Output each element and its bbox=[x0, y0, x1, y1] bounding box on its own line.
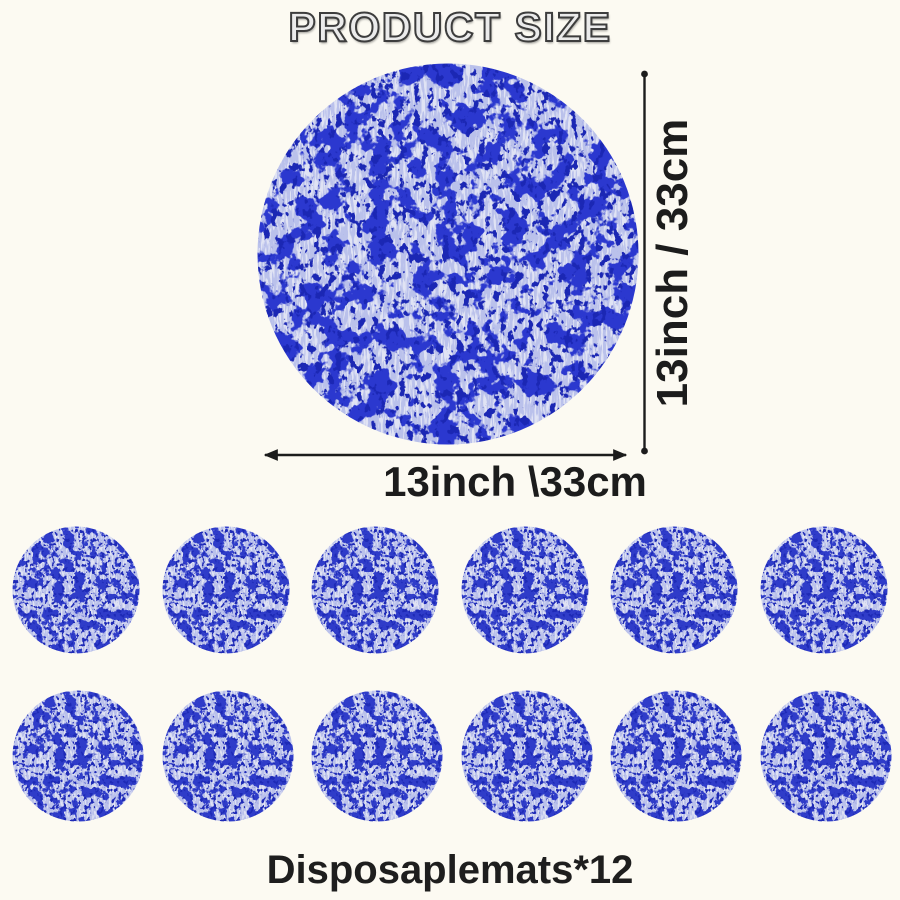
pack-count-caption: Disposaplemats*12 bbox=[266, 848, 634, 892]
placemat-thumbnail-image bbox=[12, 690, 144, 822]
placemat-thumbnail-image bbox=[311, 526, 439, 654]
placemat-thumbnail-image bbox=[461, 526, 589, 654]
placemat-thumbnail-image bbox=[610, 526, 738, 654]
placemat-thumbnail-image bbox=[12, 526, 140, 654]
placemat-grid-row-1 bbox=[12, 526, 888, 654]
vertical-dimension-label: 13inch / 33cm bbox=[648, 118, 697, 408]
placemat-thumbnail-image bbox=[311, 690, 443, 822]
placemat-large-image bbox=[257, 63, 639, 445]
placemat-thumbnail-image bbox=[760, 690, 892, 822]
placemat-thumbnail-image bbox=[162, 690, 294, 822]
placemat-grid-row-2 bbox=[12, 690, 892, 822]
placemat-thumbnail-image bbox=[760, 526, 888, 654]
placemat-thumbnail-image bbox=[162, 526, 290, 654]
page-title: PRODUCT SIZE bbox=[287, 3, 612, 51]
placemat-thumbnail-image bbox=[461, 690, 593, 822]
horizontal-dimension-label: 13inch \33cm bbox=[383, 458, 647, 505]
placemat-thumbnail-image bbox=[610, 690, 742, 822]
